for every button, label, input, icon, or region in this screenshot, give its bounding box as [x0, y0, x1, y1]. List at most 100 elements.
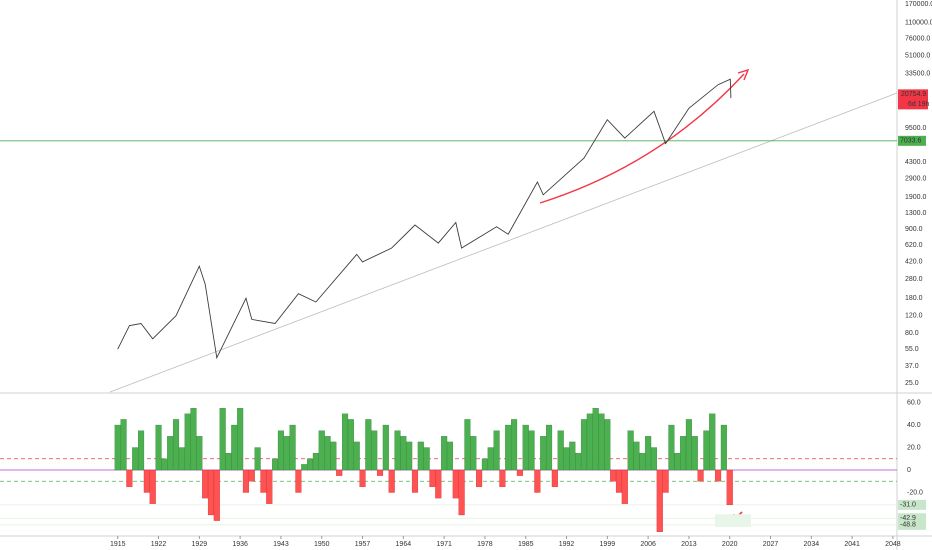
x-tick-label: 1929 [192, 541, 208, 548]
osc-bar [650, 447, 658, 471]
osc-bar [621, 469, 628, 504]
y-tick-label: 110000.0 [905, 20, 932, 27]
y-tick-label: 9500.0 [905, 125, 927, 132]
osc-bar [604, 419, 611, 471]
countdown-label: 6d 19h [908, 101, 930, 108]
osc-bar [324, 436, 331, 471]
y-tick-label: 420.0 [905, 259, 923, 266]
osc-bar [341, 413, 349, 471]
osc-bar [481, 458, 488, 471]
osc-bar [417, 441, 424, 471]
osc-bar [365, 419, 372, 471]
shade [715, 514, 751, 527]
osc-bar [680, 436, 687, 471]
x-tick-label: 1922 [151, 541, 167, 548]
osc-bar [551, 469, 558, 488]
osc-bar [132, 447, 139, 471]
osc-bar [388, 469, 395, 493]
osc-bar [266, 469, 273, 504]
osc-bar [720, 424, 727, 471]
osc-bar [307, 458, 314, 471]
y-tick-label: 25.0 [905, 380, 919, 387]
osc-bar [615, 469, 623, 493]
osc-bar [260, 469, 267, 493]
osc-bar [505, 424, 512, 471]
osc-bar [289, 424, 296, 471]
y-tick-label: 37.0 [905, 363, 919, 370]
osc-bar [487, 447, 494, 471]
osc-bar [347, 419, 354, 471]
osc-bar [522, 424, 529, 471]
osc-bar [406, 441, 413, 471]
osc-bar [353, 441, 360, 471]
x-tick-label: 2027 [763, 541, 779, 548]
osc-bar [464, 419, 471, 471]
osc-bar [114, 424, 121, 471]
osc-bar [394, 430, 401, 471]
osc-bar [318, 430, 325, 471]
badge-label-bg [898, 513, 926, 524]
osc-bar [534, 469, 541, 493]
osc-bar [441, 436, 448, 471]
osc-bar [726, 469, 733, 506]
y-tick-label: 76000.0 [905, 35, 930, 42]
osc-bar [435, 469, 442, 499]
y-tick-label: -20.0 [907, 489, 923, 496]
osc-bar [371, 430, 378, 471]
osc-bar [563, 447, 570, 471]
y-tick-label: 0 [907, 467, 911, 474]
x-tick-label: 1936 [232, 541, 248, 548]
x-tick-label: 2006 [640, 541, 656, 548]
x-tick-label: 1915 [110, 541, 126, 548]
osc-bar [452, 469, 459, 499]
osc-bar [493, 430, 500, 471]
y-tick-label: 55.0 [905, 346, 919, 353]
osc-bar [703, 430, 710, 471]
level-label: 7033.6 [900, 138, 922, 145]
price-line [117, 78, 732, 360]
osc-bar [691, 436, 698, 471]
osc-bar [219, 408, 226, 471]
osc-bar [429, 469, 436, 488]
osc-bar [190, 408, 197, 471]
osc-bar [336, 469, 343, 476]
osc-bar [202, 469, 209, 499]
badge-label-bg [898, 499, 926, 510]
x-tick-label: 1992 [559, 541, 575, 548]
x-tick-label: 2020 [722, 541, 738, 548]
x-tick-label: 1971 [436, 541, 452, 548]
osc-bar [610, 469, 617, 482]
level-label-bg [898, 135, 926, 146]
osc-bar [411, 469, 419, 493]
osc-bar [120, 419, 127, 471]
osc-bar [213, 469, 220, 521]
x-tick-label: 1985 [518, 541, 534, 548]
osc-bar [178, 447, 185, 471]
osc-bar [172, 419, 180, 471]
osc-bar [242, 469, 250, 493]
osc-bar [149, 469, 156, 504]
osc-bar [540, 436, 547, 471]
osc-bar [470, 436, 477, 471]
y-tick-label: 1900.0 [905, 194, 927, 201]
osc-bar [639, 452, 646, 471]
badge-label: -31.0 [900, 502, 916, 509]
osc-bar [697, 469, 704, 482]
badge-label-bg [898, 519, 926, 530]
osc-bar [476, 469, 483, 488]
osc-bar [575, 452, 582, 471]
osc-bar [312, 452, 319, 471]
trend-line [109, 92, 898, 393]
x-tick-label: 1978 [477, 541, 493, 548]
osc-bar [458, 469, 465, 516]
osc-bar [633, 441, 640, 471]
osc-bar [516, 469, 523, 476]
y-tick-label: 51000.0 [905, 53, 930, 60]
y-tick-label: 4300.0 [905, 159, 927, 166]
osc-bar [155, 424, 162, 471]
osc-bar [248, 469, 255, 482]
osc-bar [359, 469, 366, 488]
osc-bar [668, 424, 675, 471]
osc-bar [528, 430, 535, 471]
osc-bar [709, 413, 716, 471]
